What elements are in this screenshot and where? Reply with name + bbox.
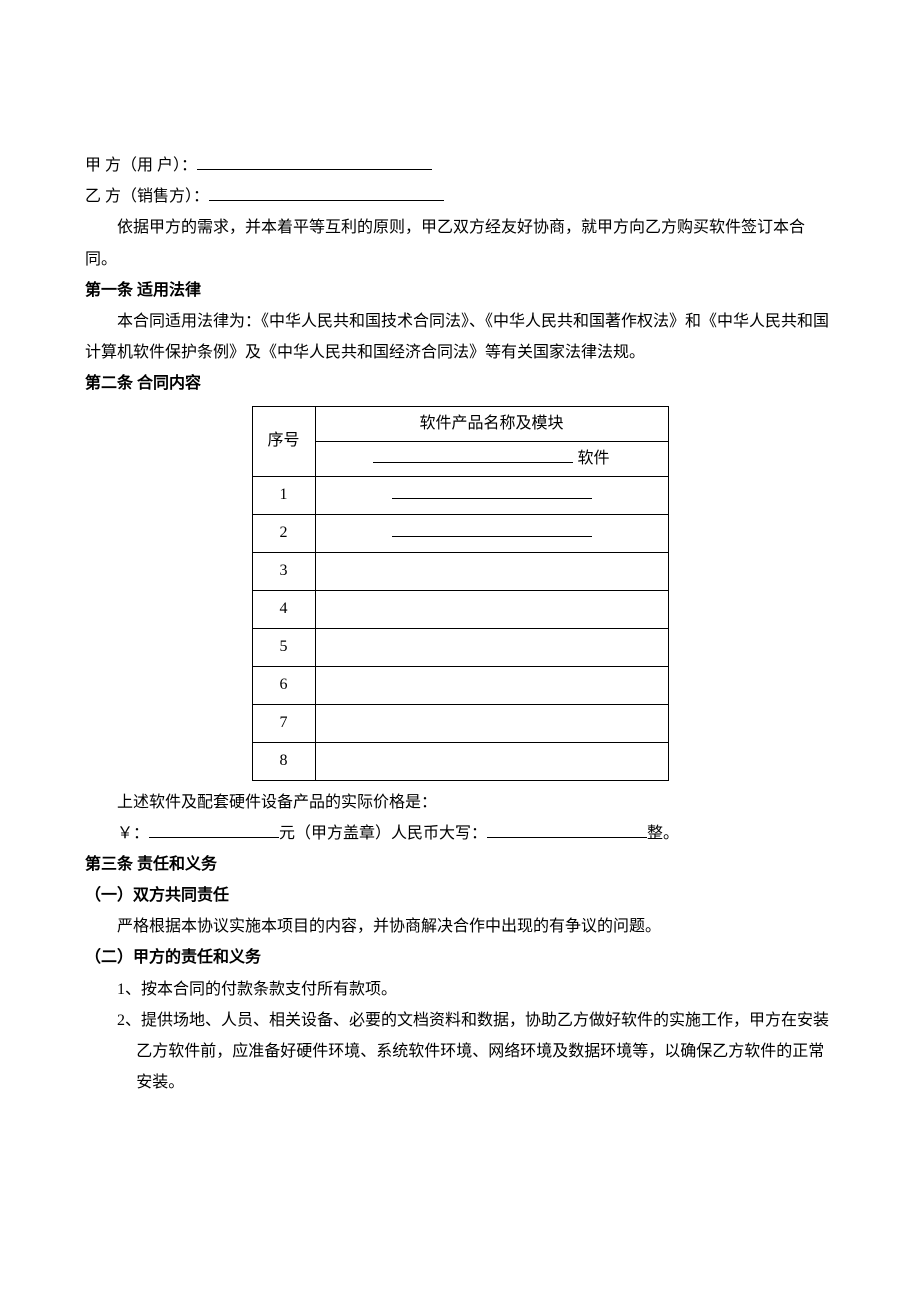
price-suffix: 整。 [647,825,679,842]
table-row: 5 [252,628,668,666]
price-cn-blank [487,821,647,838]
preamble: 依据甲方的需求，并本着平等互利的原则，甲乙双方经友好协商，就甲方向乙方购买软件签… [85,212,835,274]
row-name [315,476,668,514]
price-intro: 上述软件及配套硬件设备产品的实际价格是： [85,787,835,818]
price-line: ￥： 元（甲方盖章）人民币大写： 整。 [85,818,835,849]
row-name [315,552,668,590]
row-name [315,742,668,780]
party-b-blank [209,184,444,201]
article2-heading: 第二条 合同内容 [85,368,835,399]
article3-s2-heading: （二）甲方的责任和义务 [85,942,835,973]
article3-heading: 第三条 责任和义务 [85,849,835,880]
article3-s2-item2: 2、提供场地、人员、相关设备、必要的文档资料和数据，协助乙方做好软件的实施工作，… [85,1005,835,1099]
row-name [315,704,668,742]
table-software-suffix-cell: 软件 [315,441,668,476]
row-blank [392,520,592,537]
table-row: 8 [252,742,668,780]
row-seq: 6 [252,666,315,704]
page: 甲 方（用 户）： 乙 方（销售方）： 依据甲方的需求，并本着平等互利的原则，甲… [0,0,920,1158]
table-row: 1 [252,476,668,514]
row-seq: 5 [252,628,315,666]
row-seq: 8 [252,742,315,780]
row-seq: 2 [252,514,315,552]
party-a-blank [197,153,432,170]
table-row: 6 [252,666,668,704]
table-row: 3 [252,552,668,590]
party-a-line: 甲 方（用 户）： [85,150,835,181]
price-amount-blank [149,821,279,838]
party-b-line: 乙 方（销售方）： [85,181,835,212]
software-table: 序号 软件产品名称及模块 软件 1 2 3 4 5 [252,406,669,781]
article3-s2-item1: 1、按本合同的付款条款支付所有款项。 [85,974,835,1005]
row-seq: 1 [252,476,315,514]
table-row: 7 [252,704,668,742]
row-blank [392,482,592,499]
row-seq: 7 [252,704,315,742]
table-header-seq: 序号 [252,406,315,476]
table-row: 2 [252,514,668,552]
row-name [315,590,668,628]
article3-s1-heading: （一）双方共同责任 [85,880,835,911]
table-header-name: 软件产品名称及模块 [315,406,668,441]
article3-s1-body: 严格根据本协议实施本项目的内容，并协商解决合作中出现的有争议的问题。 [85,911,835,942]
price-prefix: ￥： [117,825,149,842]
article1-body: 本合同适用法律为：《中华人民共和国技术合同法》、《中华人民共和国著作权法》和《中… [85,306,835,368]
table-row: 4 [252,590,668,628]
row-name [315,514,668,552]
software-name-blank [373,446,573,463]
row-name [315,666,668,704]
row-seq: 3 [252,552,315,590]
row-seq: 4 [252,590,315,628]
article1-heading: 第一条 适用法律 [85,275,835,306]
party-b-label: 乙 方（销售方）： [85,188,209,205]
software-suffix: 软件 [577,450,609,467]
row-name [315,628,668,666]
price-mid: 元（甲方盖章）人民币大写： [279,825,487,842]
party-a-label: 甲 方（用 户）： [85,157,197,174]
